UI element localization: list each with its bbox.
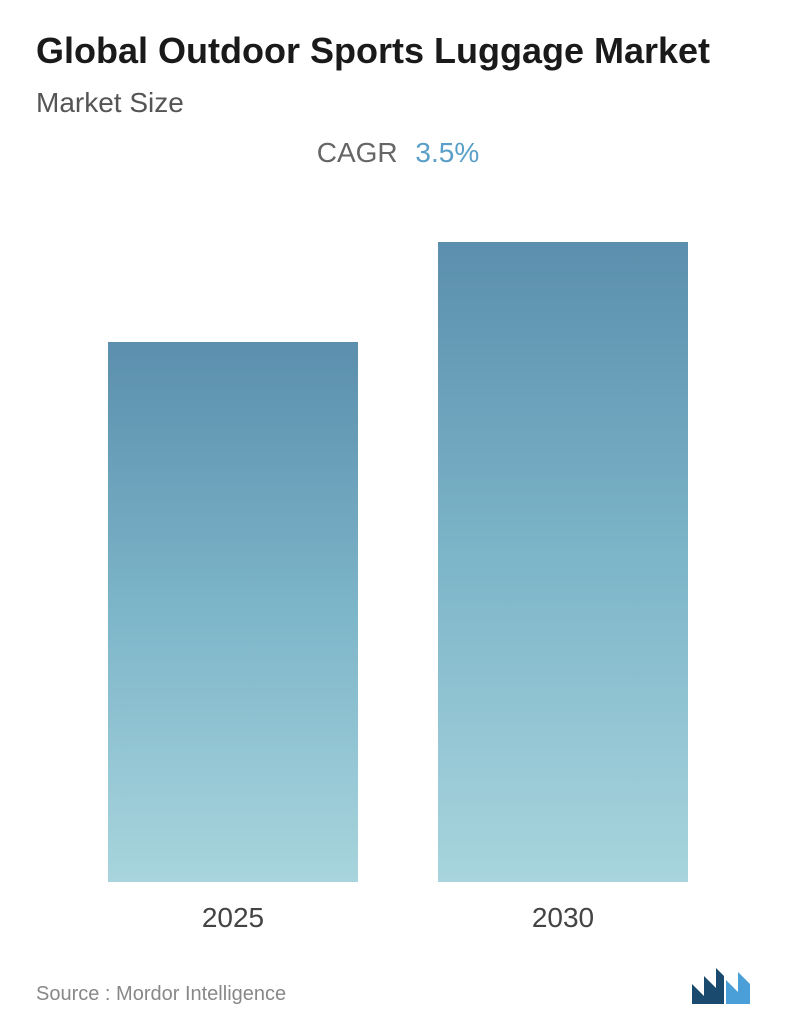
chart-area: 2025 2030	[36, 209, 760, 954]
logo-icon	[690, 966, 760, 1006]
cagr-value: 3.5%	[415, 137, 479, 168]
bar-1	[438, 242, 688, 882]
source-text: Source : Mordor Intelligence	[36, 983, 286, 1006]
cagr-row: CAGR 3.5%	[36, 137, 760, 169]
footer: Source : Mordor Intelligence	[36, 954, 760, 1006]
bar-0	[108, 342, 358, 882]
cagr-label: CAGR	[317, 137, 398, 168]
chart-subtitle: Market Size	[36, 87, 760, 119]
bar-label-1: 2030	[532, 902, 594, 934]
bar-label-0: 2025	[202, 902, 264, 934]
bar-group-1: 2030	[438, 242, 688, 934]
bar-group-0: 2025	[108, 342, 358, 934]
chart-title: Global Outdoor Sports Luggage Market	[36, 28, 760, 73]
